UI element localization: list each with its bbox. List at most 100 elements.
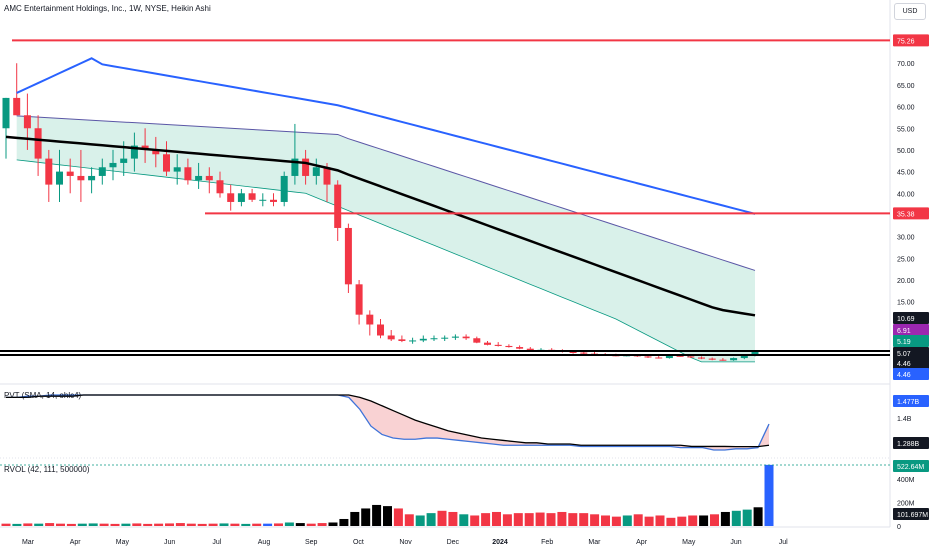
candle-body: [237, 193, 245, 202]
rvol-bar: [121, 523, 131, 526]
rvol-bar: [404, 514, 414, 526]
candle-body: [312, 167, 320, 176]
rvol-bar: [481, 513, 491, 526]
rvol-bar: [306, 523, 316, 526]
price-badge: 75.26: [897, 38, 915, 45]
rvol-bar: [655, 515, 665, 526]
candle-body: [66, 171, 74, 176]
candle-body: [462, 336, 470, 339]
price-badge: 5.19: [897, 339, 911, 346]
candle-body: [676, 355, 684, 357]
rvol-tick-label: 0: [897, 524, 901, 531]
time-tick-label: Mar: [22, 539, 35, 546]
rvol-bar: [611, 516, 621, 526]
candle-body: [730, 358, 738, 361]
candle-body: [494, 344, 502, 346]
pvt-badge: 1.288B: [897, 441, 920, 448]
candle-body: [526, 348, 534, 351]
price-tick-label: 25.00: [897, 256, 915, 263]
rvol-bar: [513, 513, 523, 526]
time-tick-label: Oct: [353, 539, 364, 546]
rvol-bar: [524, 513, 534, 526]
rvol-bar: [154, 523, 164, 526]
candle-body: [344, 227, 352, 285]
candle-body: [419, 338, 427, 341]
rvol-bar: [219, 523, 229, 526]
candle-body: [163, 154, 170, 172]
candle-body: [687, 356, 695, 358]
rvol-bar: [579, 513, 589, 526]
rvol-bar: [677, 516, 687, 526]
rvol-bar: [350, 511, 360, 526]
candle-body: [270, 199, 277, 202]
candle-body: [280, 175, 288, 202]
candle-body: [77, 175, 85, 181]
candle-body: [302, 158, 310, 176]
rvol-bar: [633, 514, 643, 526]
price-badge: 4.46: [897, 372, 911, 379]
time-tick-label: Jul: [779, 539, 788, 546]
price-tick-label: 30.00: [897, 235, 915, 242]
candle-body: [195, 175, 203, 181]
candle-body: [248, 193, 256, 200]
candle-body: [13, 97, 21, 116]
rvol-bar: [557, 511, 567, 526]
candle-body: [259, 199, 267, 201]
rvol-bar: [56, 523, 65, 526]
rvol-label[interactable]: RVOL (42, 111, 500000): [4, 465, 90, 474]
rvol-bar: [459, 514, 469, 526]
pvt-fill: [6, 395, 769, 450]
price-badge-bg: [893, 368, 929, 380]
rvol-bar: [274, 523, 283, 526]
candle-body: [569, 352, 577, 353]
band-fill: [16, 115, 755, 362]
rvol-bar: [197, 523, 207, 526]
rvol-badge-bg: [893, 508, 929, 520]
candle-body: [740, 355, 748, 359]
rvol-bar: [88, 523, 98, 526]
band-lower-line: [16, 159, 755, 363]
time-tick-label: Sep: [305, 539, 318, 546]
rvol-bar: [230, 523, 240, 526]
rvol-bar: [284, 522, 294, 526]
price-tick-label: 70.00: [897, 61, 915, 68]
price-tick-label: 15.00: [897, 300, 915, 307]
candle-body: [334, 184, 342, 228]
currency-button[interactable]: USD: [894, 3, 926, 20]
candle-body: [398, 339, 406, 341]
rvol-bar: [699, 515, 709, 526]
pvt-label[interactable]: PVT (SMA, 14, ohlc4): [4, 391, 82, 400]
price-badge: 35.38: [897, 211, 915, 218]
price-badge: 4.46: [897, 361, 911, 368]
rvol-bar: [644, 516, 654, 526]
rvol-bar: [328, 522, 338, 526]
rvol-bar: [317, 523, 327, 526]
pvt-sma-line: [6, 394, 770, 448]
rvol-bar: [753, 507, 763, 526]
price-tick-label: 65.00: [897, 83, 915, 90]
rvol-bar: [415, 515, 425, 526]
price-badge-bg: [893, 347, 929, 359]
candle-body: [34, 128, 42, 159]
rvol-tick-label: 400M: [897, 477, 915, 484]
price-tick-label: 20.00: [897, 278, 915, 285]
candle-body: [751, 350, 759, 356]
candle-body: [451, 336, 459, 338]
time-tick-label: Feb: [541, 539, 553, 546]
candle-body: [698, 357, 705, 359]
price-badge-bg: [893, 357, 929, 369]
rvol-bar: [110, 523, 120, 526]
rvol-bar: [426, 513, 436, 526]
candle-body: [23, 115, 31, 129]
rvol-bar: [175, 523, 185, 526]
time-tick-label: Apr: [70, 539, 82, 546]
rvol-bar: [45, 523, 55, 526]
rvol-bar: [241, 523, 251, 526]
rvol-bar: [731, 510, 741, 526]
price-tick-label: 40.00: [897, 191, 915, 198]
rvol-bar: [339, 518, 349, 526]
price-tick-label: 45.00: [897, 170, 915, 177]
rvol-bar: [666, 517, 676, 526]
time-tick-label: Nov: [399, 539, 412, 546]
